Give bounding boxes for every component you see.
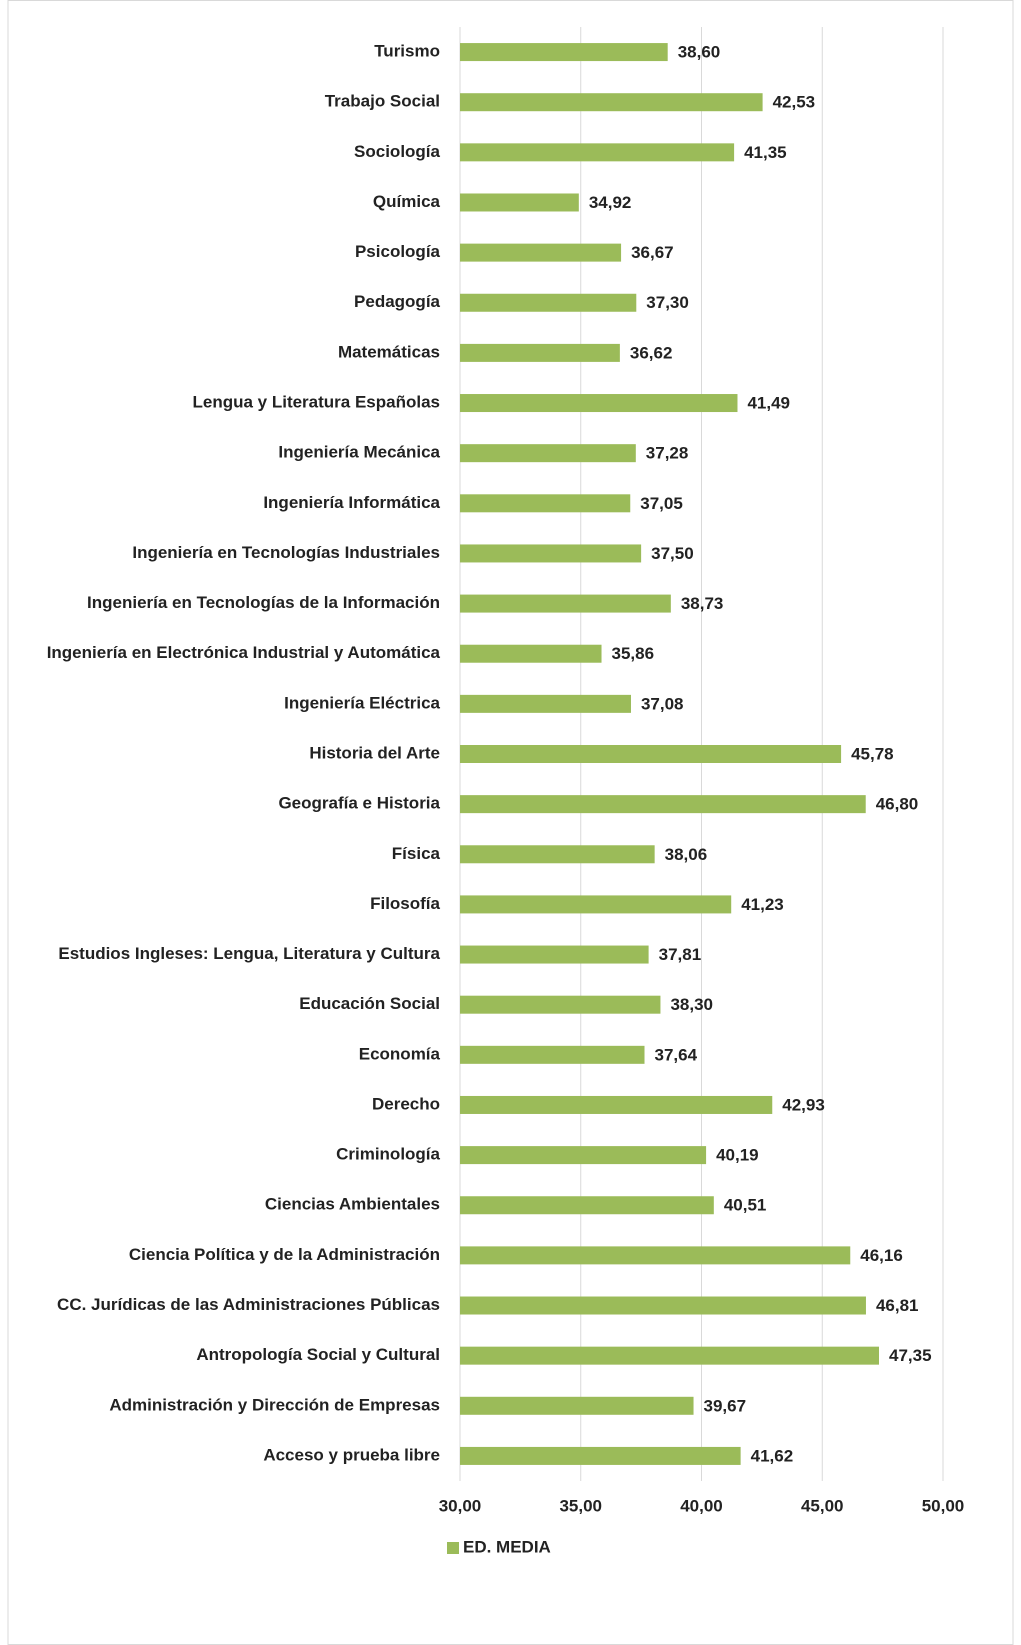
y-tick-label: Derecho — [372, 1094, 440, 1113]
y-tick-label: Ingeniería Informática — [263, 493, 440, 512]
data-label: 38,60 — [678, 43, 721, 62]
bar — [460, 995, 661, 1014]
y-tick-label: Sociología — [354, 142, 441, 161]
bar — [460, 1246, 851, 1265]
y-tick-label: Ingeniería en Tecnologías de la Informac… — [87, 593, 440, 612]
data-label: 46,81 — [876, 1296, 919, 1315]
bar — [460, 43, 668, 62]
bar — [460, 694, 631, 713]
legend-swatch — [447, 1542, 459, 1554]
y-tick-label: Ingeniería en Tecnologías Industriales — [132, 543, 440, 562]
bar — [460, 845, 655, 864]
bar — [460, 644, 602, 663]
bar — [460, 795, 866, 814]
bar — [460, 343, 620, 362]
data-label: 36,62 — [630, 343, 673, 362]
data-label: 37,50 — [651, 544, 694, 563]
y-tick-label: Criminología — [336, 1145, 440, 1164]
y-tick-label: Filosofía — [370, 894, 440, 913]
y-tick-label: Pedagogía — [354, 292, 441, 311]
y-tick-label: Educación Social — [299, 994, 440, 1013]
bar — [460, 594, 671, 613]
bar — [460, 243, 622, 262]
data-label: 34,92 — [589, 193, 632, 212]
y-tick-label: Ciencias Ambientales — [265, 1195, 440, 1214]
bar — [460, 1095, 773, 1114]
bar — [460, 544, 642, 563]
data-label: 35,86 — [612, 644, 655, 663]
data-label: 36,67 — [631, 243, 674, 262]
y-tick-label: Ingeniería en Electrónica Industrial y A… — [47, 643, 441, 662]
data-label: 40,19 — [716, 1146, 759, 1165]
data-label: 38,06 — [665, 845, 708, 864]
data-label: 37,30 — [646, 293, 689, 312]
y-tick-label: Trabajo Social — [325, 92, 440, 111]
y-tick-label: Ingeniería Eléctrica — [284, 693, 440, 712]
x-tick-label: 45,00 — [801, 1496, 844, 1515]
bar — [460, 895, 732, 914]
legend-label: ED. MEDIA — [463, 1537, 551, 1556]
data-label: 46,80 — [876, 795, 919, 814]
data-label: 42,53 — [773, 93, 816, 112]
data-label: 41,35 — [744, 143, 787, 162]
y-tick-label: Física — [392, 844, 441, 863]
bar — [460, 1146, 707, 1165]
data-label: 38,30 — [670, 995, 713, 1014]
bar — [460, 1396, 694, 1415]
data-label: 37,08 — [641, 694, 684, 713]
data-label: 39,67 — [704, 1396, 747, 1415]
bar — [460, 1196, 714, 1215]
y-tick-label: Lengua y Literatura Españolas — [192, 393, 440, 412]
x-tick-label: 50,00 — [922, 1496, 965, 1515]
bar — [460, 444, 636, 463]
bar — [460, 93, 763, 112]
data-label: 41,62 — [751, 1446, 794, 1465]
x-tick-label: 40,00 — [680, 1496, 723, 1515]
y-tick-label: Estudios Ingleses: Lengua, Literatura y … — [58, 944, 440, 963]
y-tick-label: Antropología Social y Cultural — [196, 1345, 440, 1364]
bar — [460, 1446, 741, 1465]
bar — [460, 1296, 866, 1315]
y-tick-label: Geografía e Historia — [278, 794, 440, 813]
bar — [460, 1045, 645, 1064]
x-tick-label: 35,00 — [559, 1496, 602, 1515]
y-tick-label: Economía — [359, 1044, 441, 1063]
data-label: 47,35 — [889, 1346, 932, 1365]
data-label: 37,64 — [655, 1045, 698, 1064]
y-tick-label: Psicología — [355, 242, 441, 261]
data-label: 46,16 — [860, 1246, 903, 1265]
data-label: 37,28 — [646, 444, 689, 463]
bar — [460, 193, 579, 212]
bar — [460, 945, 649, 964]
data-label: 37,05 — [640, 494, 683, 513]
y-tick-label: Ingeniería Mecánica — [278, 443, 440, 462]
bar — [460, 1346, 880, 1365]
y-tick-label: Turismo — [374, 42, 440, 61]
bar — [460, 143, 735, 162]
y-tick-label: CC. Jurídicas de las Administraciones Pú… — [57, 1295, 440, 1314]
bar — [460, 494, 631, 513]
y-tick-label: Ciencia Política y de la Administración — [129, 1245, 440, 1264]
data-label: 37,81 — [659, 945, 702, 964]
y-tick-label: Administración y Dirección de Empresas — [109, 1395, 440, 1414]
data-label: 45,78 — [851, 744, 894, 763]
data-label: 40,51 — [724, 1196, 767, 1215]
y-tick-label: Acceso y prueba libre — [263, 1445, 440, 1464]
bar — [460, 293, 637, 312]
y-tick-label: Matemáticas — [338, 342, 440, 361]
data-label: 42,93 — [782, 1095, 825, 1114]
y-tick-label: Historia del Arte — [309, 743, 440, 762]
x-tick-label: 30,00 — [439, 1496, 482, 1515]
data-label: 41,49 — [747, 394, 790, 413]
data-label: 41,23 — [741, 895, 784, 914]
data-label: 38,73 — [681, 594, 724, 613]
y-tick-label: Química — [373, 192, 441, 211]
bar — [460, 745, 842, 763]
bar — [460, 394, 738, 413]
